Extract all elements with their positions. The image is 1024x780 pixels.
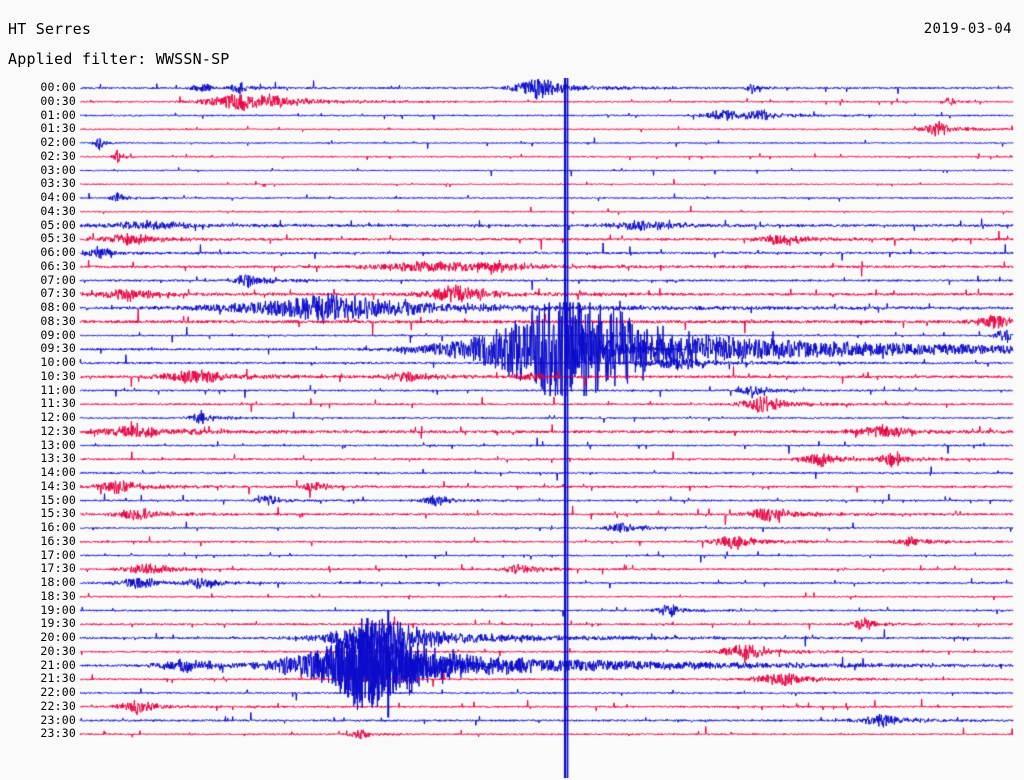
time-label-row: 15:30: [40, 506, 76, 521]
time-label-row: 11:00: [40, 382, 76, 397]
time-label-row: 01:30: [40, 121, 76, 136]
time-label-row: 03:30: [40, 176, 76, 191]
page-title: HT Serres: [8, 20, 92, 38]
time-label-row: 08:00: [40, 300, 76, 314]
time-label-row: 20:00: [40, 630, 76, 644]
time-label-row: 10:00: [40, 355, 76, 369]
time-label-row: 22:00: [40, 685, 76, 699]
time-label-row: 01:00: [40, 107, 76, 122]
time-label-row: 21:00: [40, 657, 76, 672]
time-label-row: 12:00: [40, 410, 76, 424]
time-label-row: 14:00: [40, 465, 76, 479]
time-label-row: 07:00: [40, 272, 76, 287]
time-label-row: 23:00: [40, 712, 76, 727]
time-label-row: 02:30: [40, 148, 76, 163]
time-label-row: 20:30: [40, 643, 76, 658]
record-date: 2019-03-04: [923, 21, 1012, 37]
time-label-row: 23:30: [40, 726, 76, 741]
time-label-row: 12:30: [40, 423, 76, 438]
time-label-row: 00:00: [40, 80, 76, 94]
time-label-row: 17:30: [40, 561, 76, 576]
time-label-row: 22:30: [40, 698, 76, 713]
trace-canvas: [0, 78, 1024, 778]
time-label-row: 18:00: [40, 575, 76, 589]
time-label-row: 06:00: [40, 245, 76, 259]
time-label-row: 14:30: [40, 478, 76, 493]
time-label-row: 19:30: [40, 616, 76, 631]
time-label-row: 17:00: [40, 547, 76, 562]
time-label-row: 15:00: [40, 492, 76, 507]
time-label-row: 09:00: [40, 327, 76, 342]
time-label-row: 04:30: [40, 203, 76, 218]
applied-filter-label: Applied filter: WWSSN-SP: [8, 50, 230, 68]
time-label-row: 18:30: [40, 588, 76, 603]
time-label-row: 11:30: [40, 396, 76, 411]
time-label-row: 02:00: [40, 135, 76, 149]
time-label-row: 16:00: [40, 520, 76, 534]
time-label-row: 07:30: [40, 286, 76, 301]
time-label-row: 10:30: [40, 368, 76, 383]
time-label-row: 00:30: [40, 93, 76, 108]
time-label-row: 16:30: [40, 533, 76, 548]
seismogram-plot: 00:00 00:30 01:00 01:30 02:00 02:30 03:00 03:30…: [0, 78, 1024, 778]
time-label-row: 06:30: [40, 258, 76, 273]
time-label-row: 21:30: [40, 671, 76, 686]
time-label-row: 19:00: [40, 602, 76, 617]
time-label-row: 04:00: [40, 190, 76, 204]
time-label-row: 03:00: [40, 162, 76, 177]
time-label-row: 09:30: [40, 341, 76, 356]
time-label-row: 13:00: [40, 437, 76, 452]
time-label-row: 13:30: [40, 451, 76, 466]
time-label-row: 08:30: [40, 313, 76, 328]
time-label-row: 05:00: [40, 217, 76, 232]
time-label-row: 05:30: [40, 231, 76, 246]
